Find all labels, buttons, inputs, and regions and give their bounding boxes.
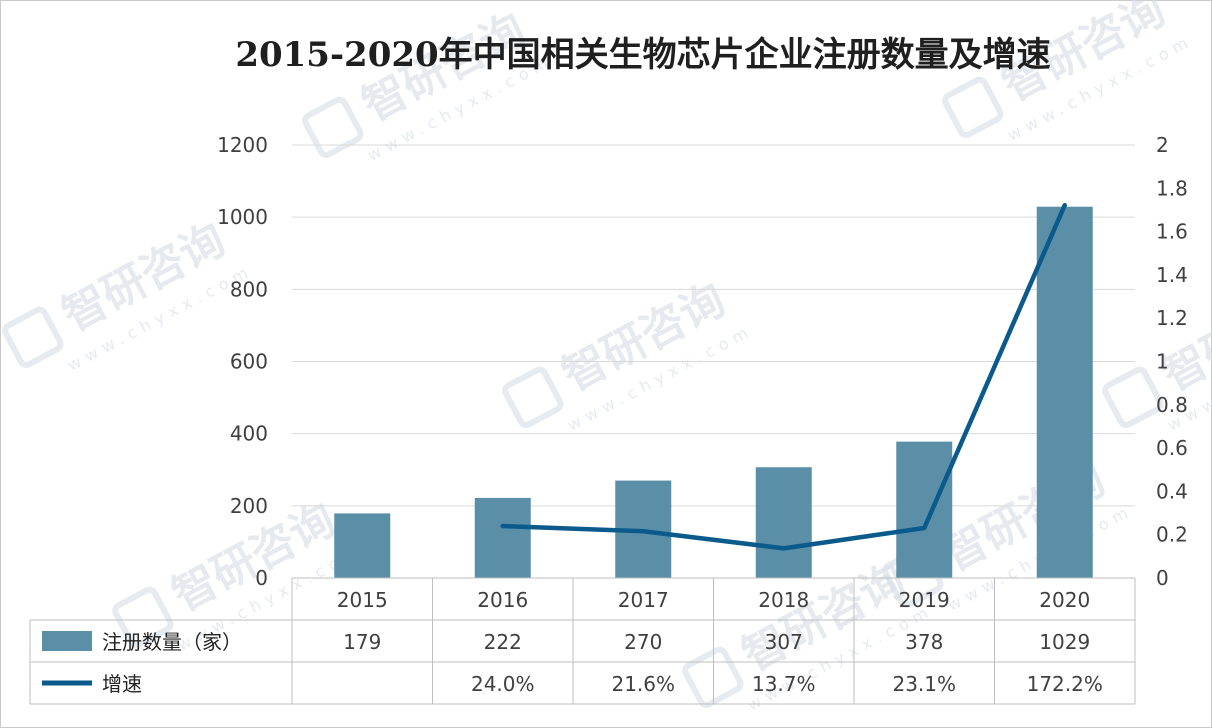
- bar-series: [334, 206, 1093, 578]
- bar-value-cell: 222: [484, 630, 522, 654]
- growth-value-cell: 21.6%: [611, 672, 675, 696]
- growth-value-cell: 23.1%: [892, 672, 956, 696]
- bar: [334, 513, 391, 578]
- category-label: 2018: [758, 588, 809, 612]
- category-label: 2016: [477, 588, 528, 612]
- left-tick-label: 800: [230, 277, 268, 301]
- category-label: 2020: [1039, 588, 1090, 612]
- data-table: 2015 2016 2017 2018 2019 2020 179 222 270 307 378 1…: [29, 577, 1136, 705]
- left-tick-label: 400: [230, 422, 268, 446]
- left-axis: 0 200 400 600 800 1000 1200: [217, 133, 268, 590]
- legend-bar-swatch: [42, 631, 92, 651]
- right-tick-label: 0.2: [1156, 523, 1188, 547]
- right-tick-label: 1.2: [1156, 306, 1188, 330]
- watermark-logo-icon: [302, 96, 364, 158]
- legend-bar-label: 注册数量（家）: [102, 630, 242, 654]
- watermark-brand: 智研咨询: [1154, 274, 1212, 402]
- right-tick-label: 1.6: [1156, 220, 1188, 244]
- watermark-logo-icon: [2, 306, 64, 368]
- bar-value-cell: 307: [765, 630, 803, 654]
- watermark-logo-icon: [942, 76, 1004, 138]
- growth-value-cell: 13.7%: [752, 672, 816, 696]
- chart-title: 2015-2020年中国相关生物芯片企业注册数量及增速: [235, 35, 1050, 75]
- left-tick-label: 200: [230, 494, 268, 518]
- watermark-logo-icon: [1102, 366, 1164, 428]
- bar: [896, 441, 953, 578]
- left-tick-label: 600: [230, 350, 268, 374]
- right-axis: 0 0.2 0.4 0.6 0.8 1 1.2 1.4 1.6 1.8 2: [1156, 133, 1188, 590]
- watermark-logo-icon: [502, 366, 564, 428]
- bar-value-cell: 378: [905, 630, 943, 654]
- growth-value-cell: 172.2%: [1027, 672, 1103, 696]
- line-series: [500, 202, 1067, 551]
- watermark-logo-icon: [682, 646, 744, 708]
- watermark-logo-icon: [112, 586, 174, 648]
- bar-value-cell: 270: [624, 630, 662, 654]
- category-label: 2019: [899, 588, 950, 612]
- left-tick-label: 0: [255, 566, 268, 590]
- right-tick-label: 1.4: [1156, 263, 1188, 287]
- growth-value-cell: 24.0%: [471, 672, 535, 696]
- bar-value-cell: 179: [343, 630, 381, 654]
- right-tick-label: 0: [1156, 566, 1169, 590]
- bar-value-cell: 1029: [1039, 630, 1090, 654]
- right-tick-label: 0.8: [1156, 393, 1188, 417]
- bar: [755, 467, 812, 578]
- right-tick-label: 0.4: [1156, 479, 1188, 503]
- category-label: 2017: [618, 588, 669, 612]
- right-tick-label: 0.6: [1156, 436, 1188, 460]
- left-tick-label: 1200: [217, 133, 268, 157]
- bar: [474, 497, 531, 578]
- category-label: 2015: [337, 588, 388, 612]
- right-tick-label: 1: [1156, 350, 1169, 374]
- right-tick-label: 1.8: [1156, 176, 1188, 200]
- left-tick-label: 1000: [217, 205, 268, 229]
- bar: [1036, 206, 1093, 578]
- right-tick-label: 2: [1156, 133, 1169, 157]
- legend-line-label: 增速: [102, 672, 142, 696]
